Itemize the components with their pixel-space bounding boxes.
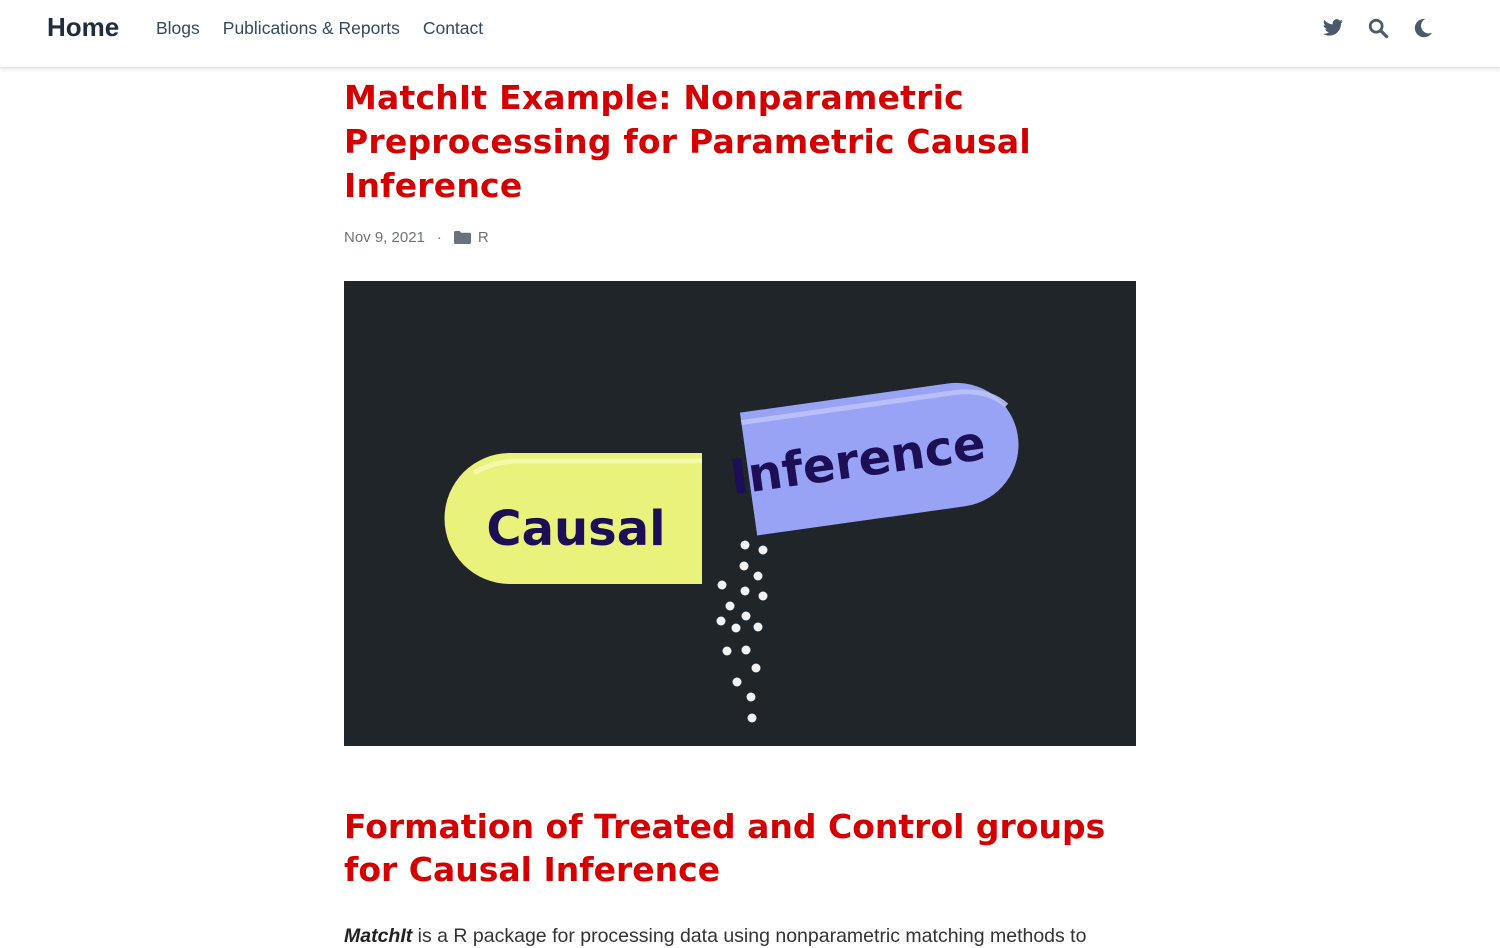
- folder-icon: [453, 231, 471, 244]
- twitter-icon[interactable]: [1322, 17, 1344, 39]
- moon-icon[interactable]: [1412, 17, 1434, 39]
- post-meta: Nov 9, 2021 · R: [344, 229, 1136, 246]
- post-date: Nov 9, 2021: [344, 229, 425, 246]
- package-name: MatchIt: [344, 924, 413, 947]
- hero-image: Causal Inference: [344, 281, 1136, 746]
- section-title: Formation of Treated and Control groups …: [344, 807, 1106, 889]
- main-nav: Blogs Publications & Reports Contact: [156, 18, 483, 39]
- post-content: MatchIt Example: Nonparametric Preproces…: [344, 67, 1136, 947]
- falling-particles: [716, 540, 768, 723]
- paragraph-text: is a R package for processing data using…: [412, 924, 1087, 947]
- nav-link-blogs[interactable]: Blogs: [156, 18, 200, 38]
- nav-link-contact[interactable]: Contact: [422, 18, 484, 38]
- meta-separator: ·: [436, 229, 442, 246]
- hero-illustration: Causal Inference: [444, 382, 1019, 723]
- category-link-r[interactable]: R: [477, 229, 489, 246]
- nav-icon-group: [1322, 17, 1434, 39]
- search-icon[interactable]: [1367, 17, 1389, 39]
- home-link[interactable]: Home: [47, 12, 120, 42]
- causal-capsule: Causal: [444, 453, 702, 584]
- top-navbar: Home Blogs Publications & Reports Contac…: [0, 0, 1500, 68]
- causal-label: Causal: [486, 501, 665, 557]
- post-title: MatchIt Example: Nonparametric Preproces…: [344, 78, 1031, 205]
- inference-capsule: Inference: [727, 382, 1019, 536]
- intro-paragraph: MatchIt is a R package for processing da…: [344, 925, 1144, 948]
- nav-link-publications[interactable]: Publications & Reports: [222, 18, 400, 38]
